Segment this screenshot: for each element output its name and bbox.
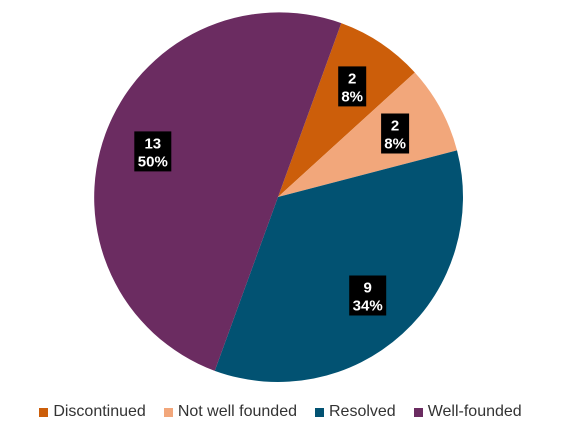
legend: Discontinued Not well founded Resolved W… [0, 402, 561, 422]
data-label-not-well-founded: 28% [381, 113, 410, 154]
legend-swatch-well-founded [413, 407, 423, 417]
data-label-resolved: 934% [349, 275, 387, 316]
data-label-discontinued: 28% [338, 66, 367, 107]
legend-label-resolved: Resolved [329, 403, 396, 420]
data-label-box [349, 275, 387, 316]
data-label-box [381, 113, 410, 154]
data-label-percent: 8% [384, 136, 406, 153]
data-label-percent: 34% [353, 298, 383, 315]
pie-slice-discontinued [278, 23, 415, 197]
legend-label-discontinued: Discontinued [53, 403, 146, 420]
pie-slice-well-founded [94, 12, 342, 371]
legend-swatch-not-well-founded [163, 407, 173, 417]
legend-item-resolved: Resolved [315, 403, 396, 421]
legend-item-well-founded: Well-founded [413, 403, 522, 421]
legend-label-not-well-founded: Not well founded [177, 403, 297, 420]
legend-swatch-discontinued [39, 407, 49, 417]
legend-label-well-founded: Well-founded [427, 403, 522, 420]
data-label-percent: 50% [138, 153, 168, 170]
data-label-count: 2 [348, 70, 356, 87]
data-label-box [338, 66, 367, 107]
data-label-count: 13 [144, 135, 161, 152]
data-label-percent: 8% [341, 88, 363, 105]
legend-item-not-well-founded: Not well founded [163, 403, 297, 421]
data-label-count: 2 [391, 118, 399, 135]
data-label-box [134, 131, 172, 172]
data-label-count: 9 [364, 280, 372, 297]
legend-item-discontinued: Discontinued [39, 403, 146, 421]
pie-slice-not-well-founded [278, 72, 458, 197]
pie-slices [94, 12, 463, 382]
pie-slice-resolved [214, 150, 463, 382]
legend-swatch-resolved [315, 407, 324, 417]
